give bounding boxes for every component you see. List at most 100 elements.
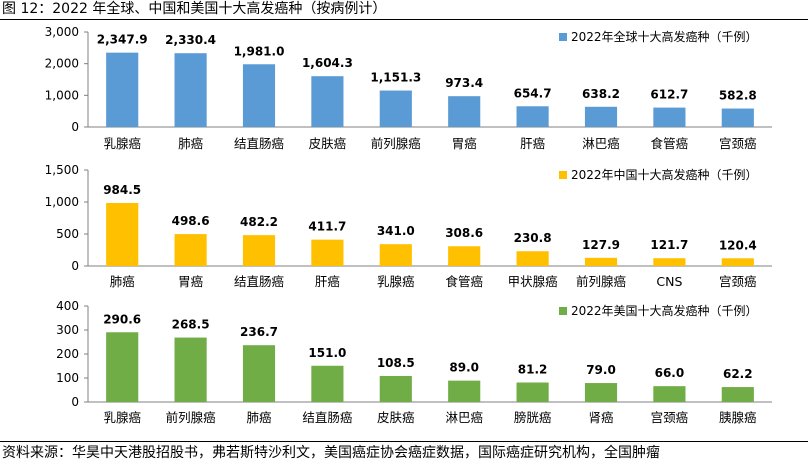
us-bar	[311, 365, 344, 402]
global-y-tick-label: 1,000	[45, 88, 79, 102]
us-value-label: 66.0	[655, 366, 685, 380]
china-category-label: 结直肠癌	[234, 274, 284, 289]
global-category-label: 食管癌	[651, 136, 689, 151]
china-value-label: 121.7	[650, 238, 688, 252]
china-category-label: CNS	[656, 274, 682, 289]
us-bar	[653, 386, 686, 402]
us-y-tick-label: 0	[71, 395, 79, 409]
us-value-label: 151.0	[308, 346, 346, 360]
global-category-label: 肝癌	[520, 136, 545, 151]
china-bar	[174, 234, 207, 266]
global-value-label: 1,981.0	[234, 44, 285, 58]
global-bar	[311, 76, 344, 127]
global-category-label: 皮肤癌	[309, 136, 347, 151]
source-note: 资料来源：华昊中天港股招股书，弗若斯特沙利文，美国癌症协会癌症数据，国际癌症研究…	[2, 445, 660, 461]
us-category-label: 淋巴癌	[445, 410, 483, 425]
global-value-label: 2,347.9	[97, 33, 148, 47]
china-value-label: 341.0	[377, 224, 415, 238]
china-category-label: 前列腺癌	[576, 274, 626, 289]
china-chart-panel: 0 500 1,000 1,500 984.5 肺癌 498.6 胃癌 482.2 结直肠癌 411…	[0, 158, 808, 296]
us-y-tick-label: 200	[56, 347, 79, 361]
global-y-tick-label: 3,000	[45, 25, 79, 39]
us-chart-panel: 0 100 200 300 400 290.6 乳腺癌 268.5 前列腺癌 236.7 肺癌 151…	[0, 296, 808, 440]
title-rule	[0, 19, 808, 20]
us-value-label: 62.2	[723, 367, 753, 381]
us-bar	[721, 387, 754, 402]
china-legend-swatch	[559, 171, 567, 179]
figure-title: 图 12：2022 年全球、中国和美国十大高发癌种（按病例计）	[2, 1, 387, 17]
us-bar	[584, 383, 618, 402]
us-category-label: 肾癌	[588, 410, 613, 425]
us-bar	[242, 345, 276, 402]
us-bar	[516, 382, 549, 402]
china-value-label: 308.6	[445, 226, 483, 240]
china-category-label: 甲状腺癌	[508, 274, 558, 289]
global-category-label: 淋巴癌	[582, 136, 620, 151]
us-bar	[174, 337, 207, 402]
global-bar	[448, 96, 481, 127]
china-value-label: 127.9	[582, 238, 620, 252]
china-legend-label: 2022年中国十大高发癌种（千例）	[571, 167, 758, 182]
us-value-label: 81.2	[518, 363, 548, 377]
china-bar	[653, 258, 686, 266]
china-category-label: 宫颈癌	[719, 274, 757, 289]
global-chart-panel: 0 1,000 2,000 3,000 2,347.9 乳腺癌 2,330.4 肺癌 1,981…	[0, 20, 808, 158]
us-y-tick-label: 400	[56, 299, 79, 313]
china-category-label: 肺癌	[110, 274, 135, 289]
us-bar	[379, 375, 412, 402]
china-bar	[448, 246, 481, 266]
china-bar	[311, 239, 344, 266]
china-bar	[242, 235, 276, 266]
china-category-label: 食管癌	[445, 274, 483, 289]
china-bar	[379, 244, 412, 266]
global-value-label: 1,604.3	[302, 56, 353, 70]
us-value-label: 236.7	[240, 325, 278, 339]
china-value-label: 482.2	[240, 215, 278, 229]
global-bar	[516, 106, 549, 127]
china-bar	[516, 251, 549, 266]
us-legend-label: 2022年美国十大高发癌种（千例）	[571, 303, 758, 318]
global-legend-label: 2022年全球十大高发癌种（千例）	[571, 29, 758, 44]
us-category-label: 肺癌	[246, 410, 271, 425]
china-bar	[721, 258, 754, 266]
global-bar	[106, 52, 139, 127]
global-category-label: 结直肠癌	[234, 136, 284, 151]
us-bar	[448, 380, 481, 402]
global-y-tick-label: 2,000	[45, 57, 79, 71]
global-value-label: 973.4	[445, 76, 483, 90]
china-y-tick-label: 500	[56, 227, 79, 241]
global-category-label: 肺癌	[178, 136, 203, 151]
us-legend-swatch	[559, 307, 567, 315]
global-bar	[584, 106, 618, 127]
china-y-tick-label: 1,500	[45, 163, 79, 177]
global-category-label: 乳腺癌	[103, 136, 141, 151]
global-value-label: 2,330.4	[165, 33, 216, 47]
global-bar	[174, 53, 207, 128]
china-bar	[106, 202, 139, 266]
global-category-label: 前列腺癌	[371, 136, 421, 151]
china-category-label: 乳腺癌	[377, 274, 415, 289]
global-value-label: 612.7	[650, 88, 688, 102]
us-category-label: 宫颈癌	[651, 410, 689, 425]
us-y-tick-label: 300	[56, 323, 79, 337]
china-category-label: 肝癌	[315, 274, 340, 289]
us-value-label: 108.5	[377, 356, 415, 370]
china-value-label: 498.6	[172, 214, 210, 228]
global-value-label: 582.8	[719, 89, 757, 103]
china-value-label: 230.8	[514, 231, 552, 245]
china-y-tick-label: 1,000	[45, 195, 79, 209]
global-bar	[721, 108, 754, 127]
us-value-label: 79.0	[586, 363, 616, 377]
global-y-tick-label: 0	[71, 120, 79, 134]
us-value-label: 89.0	[449, 361, 479, 375]
us-category-label: 膀胱癌	[514, 410, 552, 425]
global-bar	[653, 107, 686, 127]
global-bar	[379, 90, 412, 127]
china-chart: 0 500 1,000 1,500 984.5 肺癌 498.6 胃癌 482.2 结直肠癌 411…	[45, 163, 772, 289]
us-category-label: 胰腺癌	[719, 410, 757, 425]
global-bar	[242, 64, 276, 127]
us-value-label: 290.6	[103, 312, 141, 326]
china-category-label: 胃癌	[178, 274, 203, 289]
us-category-label: 前列腺癌	[166, 410, 216, 425]
source-rule	[0, 441, 808, 442]
